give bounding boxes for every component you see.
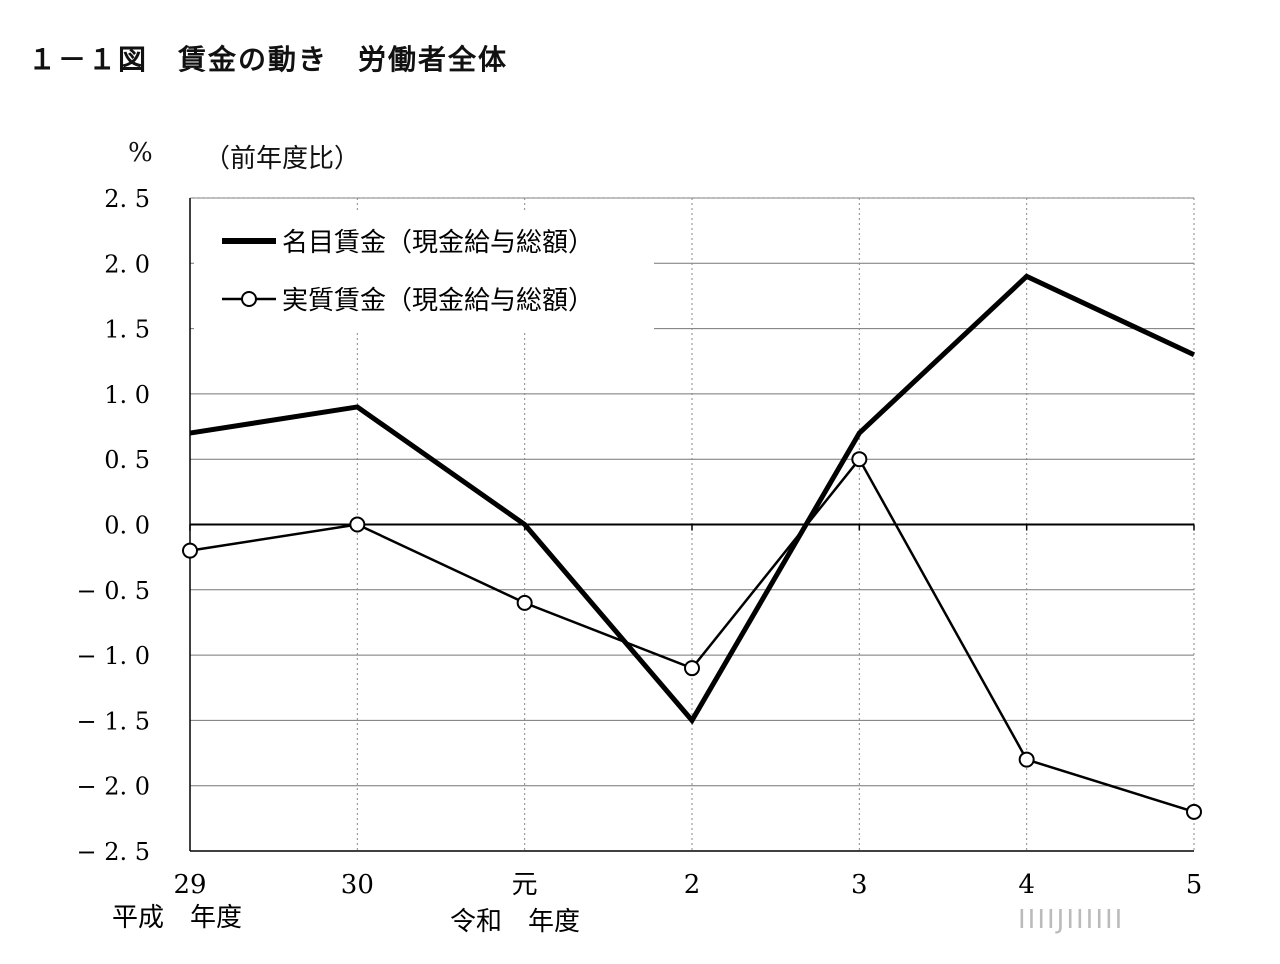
era-label-reiwa: 令和 年度 bbox=[450, 907, 580, 937]
data-point-real bbox=[1186, 803, 1202, 820]
series-line-nominal bbox=[189, 273, 1196, 725]
y-tick-label: 0. 0 bbox=[104, 512, 150, 540]
x-tick-label: 元 bbox=[512, 870, 538, 900]
y-tick-label: − 1. 5 bbox=[76, 707, 150, 735]
chart-title: １－１図 賃金の動き 労働者全体 bbox=[28, 43, 509, 76]
data-point-real bbox=[182, 542, 198, 559]
x-tick-label: 3 bbox=[851, 870, 868, 900]
y-tick-label: 2. 5 bbox=[104, 185, 150, 213]
x-tick-label: 2 bbox=[684, 870, 701, 900]
y-tick-label: − 1. 0 bbox=[76, 642, 150, 670]
watermark: IIIIJIIIIII bbox=[1018, 905, 1125, 935]
x-tick-labels: 29 30 元 2 3 4 5 bbox=[173, 870, 1202, 900]
y-unit-label: % bbox=[128, 138, 153, 168]
data-point-real bbox=[349, 516, 366, 533]
legend-label: 名目賃金（現金給与総額） bbox=[282, 228, 594, 258]
legend-marker-real bbox=[241, 291, 257, 307]
x-tick-label: 30 bbox=[341, 870, 374, 900]
x-tick-label: 5 bbox=[1186, 870, 1203, 900]
legend-box bbox=[194, 210, 654, 330]
y-tick-label: − 2. 5 bbox=[76, 838, 150, 866]
data-point-real bbox=[851, 451, 868, 468]
y-tick-label: 1. 5 bbox=[104, 316, 150, 344]
legend-label: 実質賃金（現金給与総額） bbox=[282, 286, 594, 316]
y-tick-label: − 2. 0 bbox=[76, 773, 150, 801]
data-point-real bbox=[1018, 751, 1035, 768]
x-tick-label: 4 bbox=[1018, 870, 1035, 900]
data-point-real bbox=[684, 660, 700, 677]
legend: 名目賃金（現金給与総額） 実質賃金（現金給与総額） bbox=[194, 210, 654, 330]
y-tick-label: − 0. 5 bbox=[76, 577, 150, 605]
x-tick-label: 29 bbox=[173, 870, 206, 900]
y-axis-note: （前年度比） bbox=[204, 144, 361, 174]
y-tick-labels: 2. 5 2. 0 1. 5 1. 0 0. 5 0. 0 − 0. 5 − 1. 0 − 1.… bbox=[76, 185, 150, 866]
series-lines bbox=[182, 273, 1202, 820]
y-tick-label: 0. 5 bbox=[104, 446, 150, 474]
era-label-heisei: 平成 年度 bbox=[112, 903, 242, 933]
y-tick-label: 1. 0 bbox=[104, 381, 150, 409]
y-tick-label: 2. 0 bbox=[104, 250, 150, 278]
data-point-real bbox=[516, 594, 533, 611]
